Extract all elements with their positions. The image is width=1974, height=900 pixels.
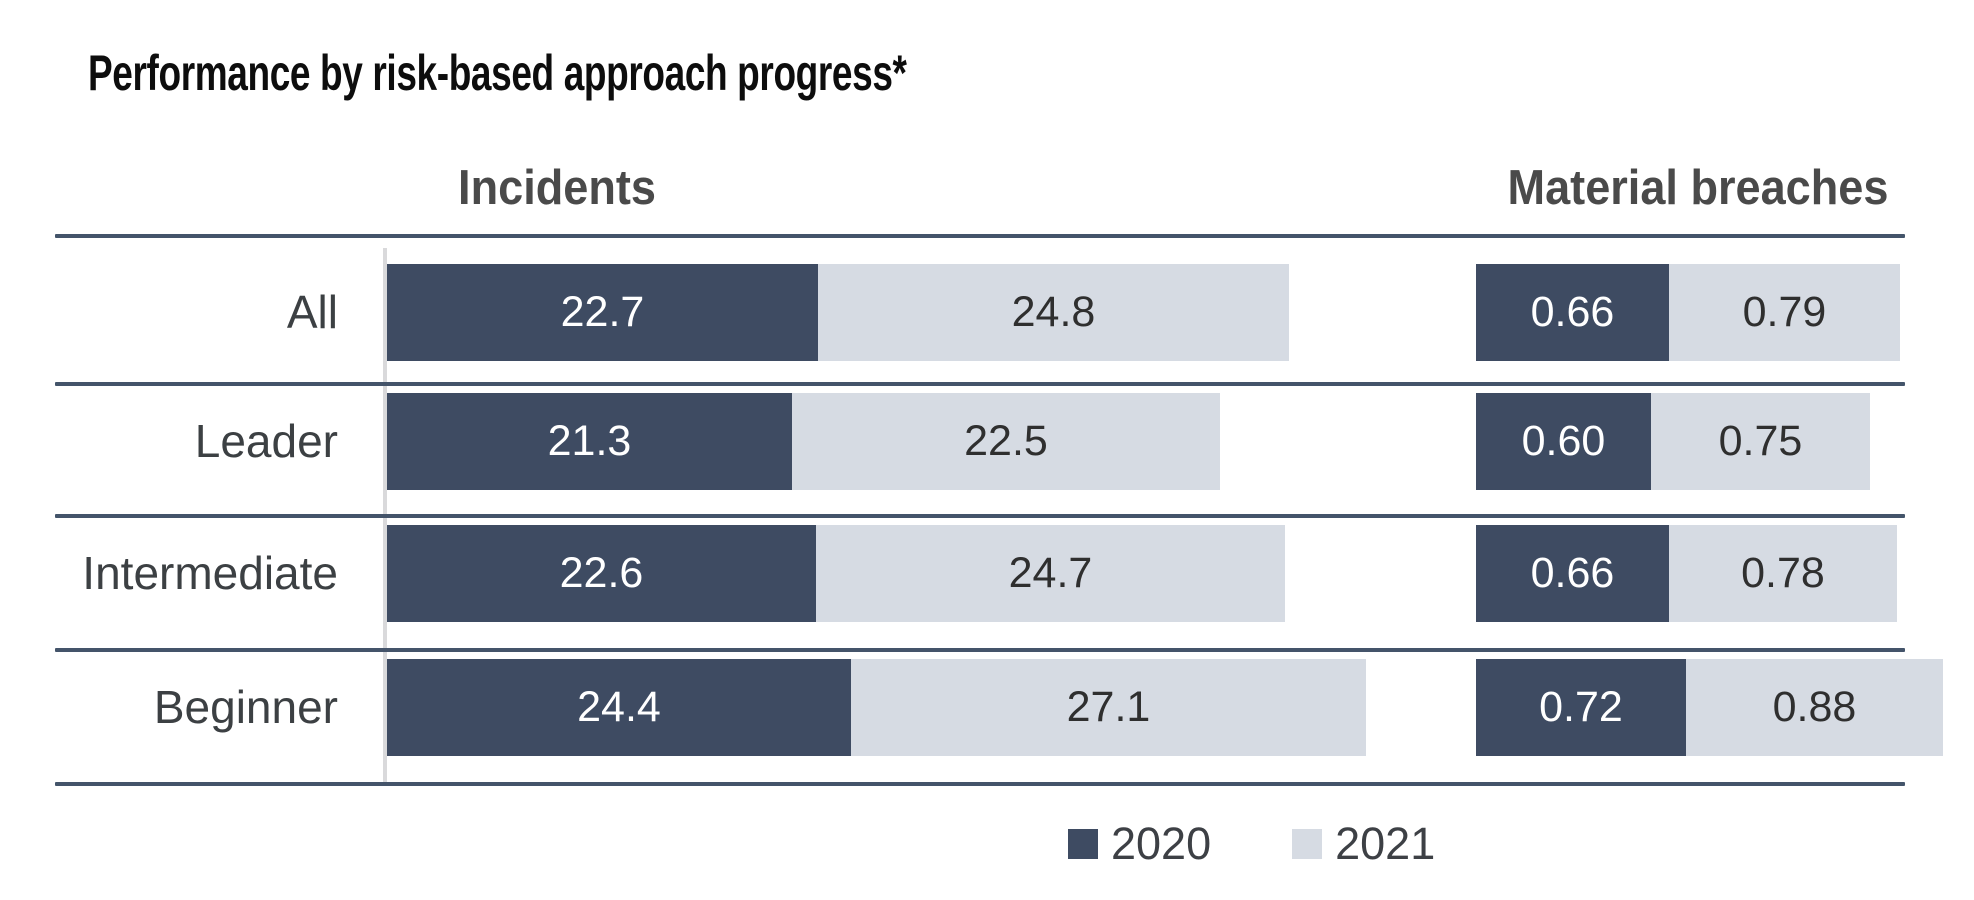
bar-value-label: 0.88 bbox=[1772, 683, 1857, 731]
legend-label-2020: 2020 bbox=[1111, 818, 1212, 869]
bar-2020-segment: 24.4 bbox=[387, 659, 851, 756]
legend-swatch-2020 bbox=[1068, 829, 1098, 859]
bar-2020-segment: 21.3 bbox=[387, 393, 792, 490]
legend: 2020 2021 bbox=[1068, 818, 1436, 869]
bar-value-label: 24.7 bbox=[1008, 549, 1093, 597]
bar-2021-segment: 24.8 bbox=[818, 264, 1289, 361]
bar-value-label: 0.75 bbox=[1718, 417, 1803, 465]
bar-value-label: 0.78 bbox=[1741, 549, 1825, 597]
bar-2020-segment: 0.60 bbox=[1476, 393, 1651, 490]
row-label-intermediate: Intermediate bbox=[82, 547, 338, 599]
bar-2020-segment: 0.72 bbox=[1476, 659, 1686, 756]
bar-value-label: 21.3 bbox=[547, 417, 632, 465]
bar-value-label: 0.79 bbox=[1742, 288, 1827, 336]
bar-2020-segment: 0.66 bbox=[1476, 264, 1669, 361]
bar-value-label: 0.72 bbox=[1539, 683, 1623, 731]
row-label-beginner: Beginner bbox=[153, 681, 338, 733]
row-label-all: All bbox=[286, 286, 338, 338]
row-label-leader: Leader bbox=[194, 415, 338, 467]
bar-2021-segment: 22.5 bbox=[792, 393, 1220, 490]
separator-line-0 bbox=[55, 234, 1905, 238]
bar-value-label: 0.60 bbox=[1521, 417, 1606, 465]
separator-line-4 bbox=[55, 782, 1905, 786]
bar-2020-segment: 0.66 bbox=[1476, 525, 1669, 622]
separator-line-1 bbox=[55, 382, 1905, 386]
bar-2021-segment: 0.78 bbox=[1669, 525, 1897, 622]
bar-2021-segment: 24.7 bbox=[816, 525, 1285, 622]
panel-header-material-breaches: Material breaches bbox=[1507, 161, 1889, 215]
legend-label-2021: 2021 bbox=[1335, 818, 1436, 869]
bar-value-label: 22.5 bbox=[964, 417, 1048, 465]
legend-swatch-2021 bbox=[1292, 829, 1323, 859]
bar-value-label: 22.7 bbox=[560, 288, 645, 336]
legend-item-2020: 2020 bbox=[1068, 818, 1212, 869]
bar-2021-segment: 27.1 bbox=[851, 659, 1366, 756]
bar-2021-segment: 0.88 bbox=[1686, 659, 1943, 756]
bar-value-label: 0.66 bbox=[1530, 288, 1615, 336]
bar-2020-segment: 22.6 bbox=[387, 525, 816, 622]
separator-line-3 bbox=[55, 648, 1905, 652]
bar-2021-segment: 0.75 bbox=[1651, 393, 1870, 490]
bar-value-label: 0.66 bbox=[1530, 549, 1615, 597]
panel-header-incidents: Incidents bbox=[458, 161, 656, 215]
bar-2020-segment: 22.7 bbox=[387, 264, 818, 361]
separator-line-2 bbox=[55, 514, 1905, 518]
bar-value-label: 24.8 bbox=[1011, 288, 1096, 336]
bar-value-label: 22.6 bbox=[559, 549, 644, 597]
legend-item-2021: 2021 bbox=[1292, 818, 1436, 869]
bar-2021-segment: 0.79 bbox=[1669, 264, 1900, 361]
chart-title: Performance by risk-based approach progr… bbox=[88, 45, 907, 101]
bar-value-label: 27.1 bbox=[1066, 683, 1151, 731]
bar-value-label: 24.4 bbox=[577, 683, 661, 731]
